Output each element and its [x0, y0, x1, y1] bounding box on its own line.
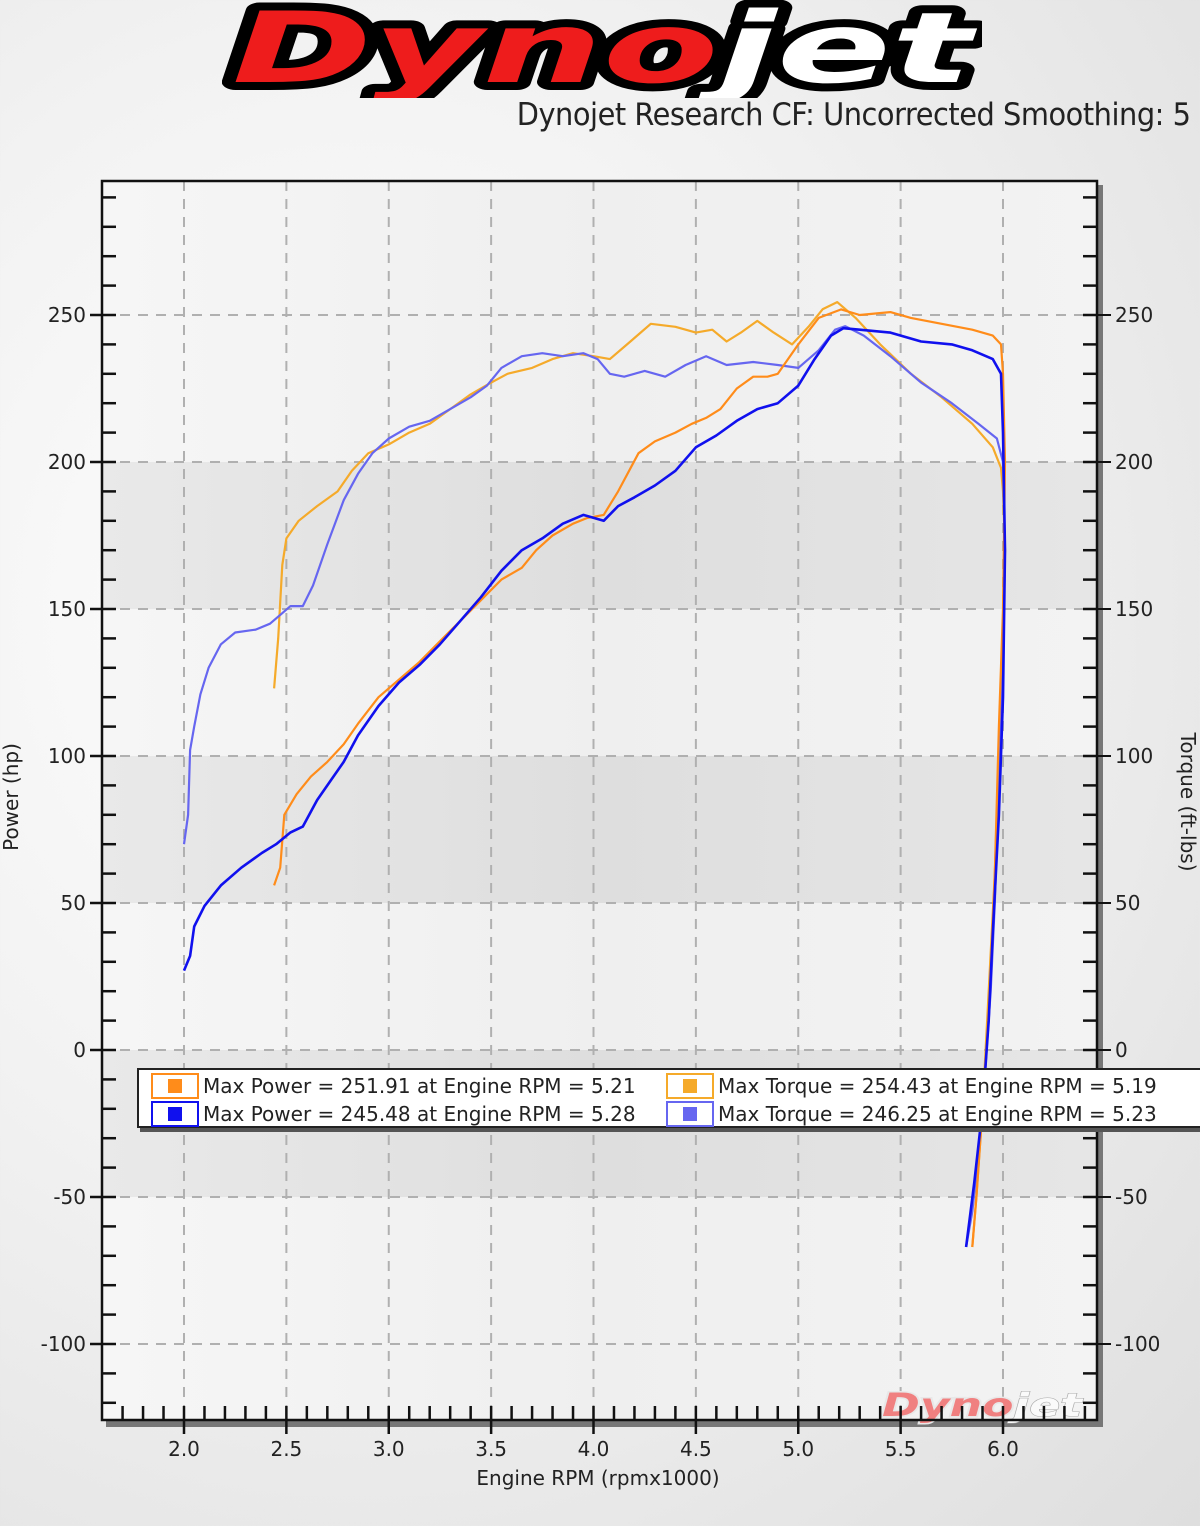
- legend-item-torque-run2: Max Torque = 246.25 at Engine RPM = 5.23: [666, 1100, 1157, 1128]
- y2-tick-label: -100: [1115, 1332, 1160, 1356]
- y-tick-label: 50: [61, 891, 86, 915]
- legend-item-torque-run1: Max Torque = 254.43 at Engine RPM = 5.19: [666, 1072, 1157, 1100]
- y-tick-label: 200: [48, 450, 86, 474]
- periwinkle-square-icon: [683, 1107, 697, 1121]
- x-tick-label: 6.0: [987, 1437, 1019, 1461]
- x-tick-label: 5.0: [782, 1437, 814, 1461]
- light-orange-square-icon: [683, 1079, 697, 1093]
- y2-tick-label: 50: [1115, 891, 1140, 915]
- x-tick-label: 2.0: [168, 1437, 200, 1461]
- legend-item-power-run2: Max Power = 245.48 at Engine RPM = 5.28: [151, 1100, 636, 1128]
- y-tick-label: 0: [73, 1038, 86, 1062]
- axes: -100 -100 -50 -50 0 0 50 50 100 100 150 150 200 200 25…: [0, 196, 1200, 1490]
- plot-area: [102, 181, 1097, 1420]
- curves: [182, 301, 1007, 1248]
- y2-tick-label: -50: [1115, 1185, 1148, 1209]
- svg-text:Dynojet: Dynojet: [232, 0, 977, 98]
- y-tick-label: 150: [48, 597, 86, 621]
- legend-label: Max Torque = 246.25 at Engine RPM = 5.23: [718, 1102, 1157, 1126]
- series-line: [182, 325, 1007, 1248]
- x-tick-label: 3.0: [373, 1437, 405, 1461]
- logo-dyno-part: Dyno: [232, 0, 719, 98]
- legend-swatch-box: [151, 1101, 199, 1127]
- y-tick-label: -50: [53, 1185, 86, 1209]
- x-tick-label: 2.5: [270, 1437, 302, 1461]
- logo-jet-part: jet: [696, 0, 977, 98]
- legend-label: Max Torque = 254.43 at Engine RPM = 5.19: [718, 1074, 1157, 1098]
- dynojet-watermark: Dyno jet: [881, 1385, 1085, 1426]
- y-axis-title: Power (hp): [0, 743, 23, 851]
- legend-label: Max Power = 245.48 at Engine RPM = 5.28: [203, 1102, 636, 1126]
- grid-lines: [102, 181, 1097, 1420]
- x-tick-label: 4.5: [680, 1437, 712, 1461]
- x-tick-label: 3.5: [475, 1437, 507, 1461]
- svg-text:Dynojet: Dynojet: [232, 0, 977, 98]
- legend-label: Max Power = 251.91 at Engine RPM = 5.21: [203, 1074, 636, 1098]
- legend-swatch-box: [666, 1101, 714, 1127]
- x-axis-title: Engine RPM (rpmx1000): [476, 1466, 719, 1490]
- series-line: [182, 326, 1007, 1248]
- y2-tick-label: 0: [1115, 1038, 1128, 1062]
- dynojet-logo: Dynojet Dyno jet: [224, 0, 982, 98]
- y-tick-label: 100: [48, 744, 86, 768]
- y2-axis-title: Torque (ft-lbs): [1176, 732, 1200, 872]
- series-line: [273, 308, 1007, 1248]
- blue-square-icon: [168, 1107, 182, 1121]
- legend-swatch-box: [151, 1073, 199, 1099]
- svg-text:Dynojet: Dynojet: [882, 1386, 1084, 1424]
- orange-square-icon: [168, 1079, 182, 1093]
- y2-tick-label: 250: [1115, 303, 1153, 327]
- y2-tick-label: 200: [1115, 450, 1153, 474]
- legend: Max Power = 251.91 at Engine RPM = 5.21 …: [137, 1068, 1200, 1128]
- chart-subtitle: Dynojet Research CF: Uncorrected Smoothi…: [516, 97, 1190, 133]
- plot-frame: [100, 179, 1099, 1422]
- legend-item-power-run1: Max Power = 251.91 at Engine RPM = 5.21: [151, 1072, 636, 1100]
- y-tick-label: 250: [48, 303, 86, 327]
- x-tick-label: 5.5: [885, 1437, 917, 1461]
- legend-swatch-box: [666, 1073, 714, 1099]
- y2-tick-label: 150: [1115, 597, 1153, 621]
- y2-tick-label: 100: [1115, 744, 1153, 768]
- y-tick-label: -100: [41, 1332, 86, 1356]
- x-tick-label: 4.0: [578, 1437, 610, 1461]
